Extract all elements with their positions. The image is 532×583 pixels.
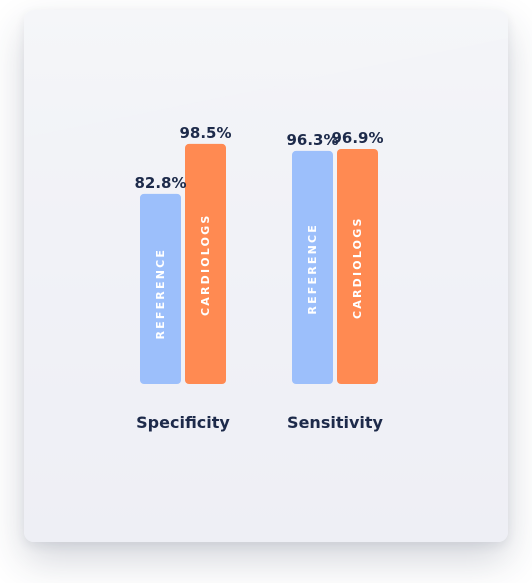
chart-card <box>24 10 508 542</box>
value-label: 82.8% <box>134 174 186 192</box>
value-label: 96.3% <box>286 131 338 149</box>
value-labels-group: 82.8% 98.5% 96.3%96.9% <box>134 124 383 192</box>
category-label-specificity: Specificity <box>136 413 230 432</box>
card-sheen <box>24 38 508 542</box>
bar-series-label: REFERENCE <box>306 223 319 315</box>
bar-reference-sensitivity <box>292 150 333 384</box>
bar-series-label: REFERENCE <box>154 248 167 340</box>
category-label-sensitivity: Sensitivity <box>287 413 383 432</box>
bar-series-label: CARDIOLOGS <box>351 216 364 319</box>
bar-cardiologs-sensitivity <box>337 148 378 384</box>
bar-series-label: CARDIOLOGS <box>199 213 212 316</box>
value-label: 98.5% <box>179 124 231 142</box>
bars-group: REFERENCE CARDIOLOGS REFERENCE CARDIOLOGS <box>140 143 378 384</box>
bar-cardiologs-specificity <box>185 143 226 384</box>
category-labels-group: Specificity Sensitivity <box>136 413 383 432</box>
bar-reference-specificity <box>140 193 181 384</box>
value-label: 96.9% <box>331 129 383 147</box>
